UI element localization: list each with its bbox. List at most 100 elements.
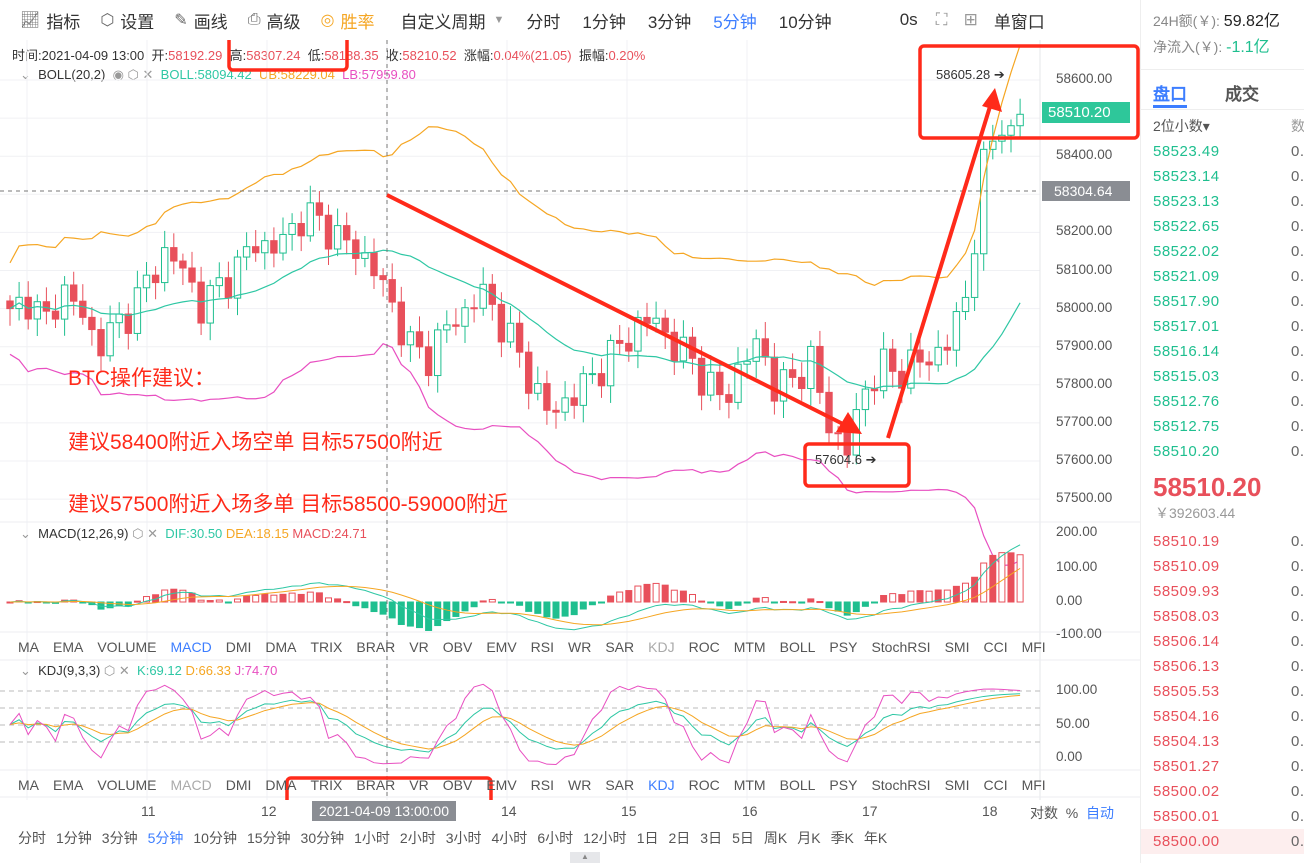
bid-row[interactable]: 58500.02 0. xyxy=(1141,779,1304,804)
indicator-tab-vr[interactable]: VR xyxy=(409,777,429,793)
settings-icon[interactable]: ⬡ xyxy=(103,663,116,678)
ask-row[interactable]: 58517.01 0. xyxy=(1141,314,1304,339)
indicator-tab-volume[interactable]: VOLUME xyxy=(97,777,157,793)
bid-row[interactable]: 58506.14 0. xyxy=(1141,629,1304,654)
bid-row[interactable]: 58501.27 0. xyxy=(1141,754,1304,779)
indicator-tab-boll[interactable]: BOLL xyxy=(779,639,816,655)
bottom-period-tab[interactable]: 30分钟 xyxy=(300,830,345,846)
indicator-tab-roc[interactable]: ROC xyxy=(688,777,720,793)
indicator-tab-smi[interactable]: SMI xyxy=(944,639,970,655)
fullscreen-icon[interactable]: ⛶ xyxy=(935,10,948,29)
ask-row[interactable]: 58522.65 0. xyxy=(1141,214,1304,239)
ask-row[interactable]: 58523.13 0. xyxy=(1141,189,1304,214)
indicator-tab-dma[interactable]: DMA xyxy=(265,639,297,655)
price-chart[interactable] xyxy=(0,40,1140,800)
indicator-tab-roc[interactable]: ROC xyxy=(688,639,720,655)
bid-row[interactable]: 58504.13 0. xyxy=(1141,729,1304,754)
ask-row[interactable]: 58516.14 0. xyxy=(1141,339,1304,364)
collapse-icon[interactable]: ⌄ xyxy=(20,663,31,678)
indicator-tab-wr[interactable]: WR xyxy=(568,777,592,793)
bid-row[interactable]: 58510.09 0. xyxy=(1141,554,1304,579)
bottom-period-tab[interactable]: 5日 xyxy=(732,830,754,846)
indicator-tab-boll[interactable]: BOLL xyxy=(779,777,816,793)
bottom-period-tab[interactable]: 周K xyxy=(763,830,788,846)
bottom-period-tab[interactable]: 3分钟 xyxy=(101,830,138,846)
indicator-tab-dmi[interactable]: DMI xyxy=(225,777,252,793)
indicator-tab-emv[interactable]: EMV xyxy=(486,639,517,655)
indicator-tab-wr[interactable]: WR xyxy=(568,639,592,655)
bottom-period-tab[interactable]: 4小时 xyxy=(491,830,528,846)
percent-toggle[interactable]: % xyxy=(1065,805,1079,821)
log-scale-toggle[interactable]: 对数 xyxy=(1030,805,1058,821)
indicator-tab-mtm[interactable]: MTM xyxy=(733,777,766,793)
bottom-period-tab[interactable]: 年K xyxy=(863,830,888,846)
bottom-period-tab[interactable]: 季K xyxy=(830,830,854,846)
ask-row[interactable]: 58523.49 0. xyxy=(1141,139,1304,164)
settings-icon[interactable]: ⬡ xyxy=(132,526,144,541)
indicator-tab-rsi[interactable]: RSI xyxy=(530,639,555,655)
indicator-tab-brar[interactable]: BRAR xyxy=(356,777,396,793)
advanced-button[interactable]: ⎙ 高级 xyxy=(248,8,301,33)
eye-icon[interactable]: ◉ xyxy=(112,67,124,82)
indicator-tab-smi[interactable]: SMI xyxy=(944,777,970,793)
refresh-interval[interactable]: 0s xyxy=(899,10,918,29)
bottom-period-tab[interactable]: 3小时 xyxy=(445,830,482,846)
indicator-tab-psy[interactable]: PSY xyxy=(829,777,858,793)
indicator-tab-ema[interactable]: EMA xyxy=(53,777,84,793)
bottom-period-tab[interactable]: 1日 xyxy=(636,830,659,846)
bottom-period-tab[interactable]: 3日 xyxy=(700,830,723,846)
bid-row[interactable]: 58500.00 0. xyxy=(1141,829,1304,854)
bid-row[interactable]: 58506.13 0. xyxy=(1141,654,1304,679)
bottom-period-tab[interactable]: 2日 xyxy=(668,830,691,846)
bid-row[interactable]: 58500.01 0. xyxy=(1141,804,1304,829)
ask-row[interactable]: 58515.03 0. xyxy=(1141,364,1304,389)
add-window-icon[interactable]: ⊞ xyxy=(963,10,978,29)
auto-scale-toggle[interactable]: 自动 xyxy=(1086,805,1115,821)
indicator-tab-macd[interactable]: MACD xyxy=(170,639,212,655)
close-icon[interactable]: ✕ xyxy=(142,67,154,82)
indicator-tab-volume[interactable]: VOLUME xyxy=(97,639,157,655)
bottom-period-tab[interactable]: 1小时 xyxy=(354,830,390,846)
indicator-tab-kdj[interactable]: KDJ xyxy=(648,777,675,793)
indicator-tab-sar[interactable]: SAR xyxy=(605,639,635,655)
close-icon[interactable]: ✕ xyxy=(147,526,158,541)
indicator-tab-kdj[interactable]: KDJ xyxy=(648,639,675,655)
collapse-handle[interactable]: ▲ xyxy=(570,852,600,863)
indicator-tab-ma[interactable]: MA xyxy=(18,639,39,655)
indicator-tab-brar[interactable]: BRAR xyxy=(356,639,396,655)
bottom-period-tab[interactable]: 15分钟 xyxy=(246,830,291,846)
indicator-tab-trix[interactable]: TRIX xyxy=(310,777,343,793)
collapse-icon[interactable]: ⌄ xyxy=(20,526,31,541)
winrate-button[interactable]: ◎ 胜率 xyxy=(321,8,375,33)
settings-button[interactable]: ⬡ 设置 xyxy=(100,8,154,33)
tab-orderbook[interactable]: 盘口 xyxy=(1153,80,1187,108)
indicator-tab-psy[interactable]: PSY xyxy=(829,639,858,655)
ask-row[interactable]: 58512.75 0. xyxy=(1141,414,1304,439)
indicator-tab-ma[interactable]: MA xyxy=(18,777,39,793)
indicator-tab-mfi[interactable]: MFI xyxy=(1021,777,1046,793)
bottom-period-tab[interactable]: 月K xyxy=(797,830,821,846)
indicator-tab-obv[interactable]: OBV xyxy=(442,639,473,655)
indicator-tab-obv[interactable]: OBV xyxy=(442,777,473,793)
window-mode-button[interactable]: 单窗口 xyxy=(993,12,1045,32)
indicator-tab-vr[interactable]: VR xyxy=(409,639,429,655)
indicator-tab-dmi[interactable]: DMI xyxy=(225,639,252,655)
indicator-tab-cci[interactable]: CCI xyxy=(983,777,1008,793)
settings-icon[interactable]: ⬡ xyxy=(127,67,139,82)
period-tab[interactable]: 1分钟 xyxy=(582,12,626,32)
bid-row[interactable]: 58508.03 0. xyxy=(1141,604,1304,629)
indicator-tab-trix[interactable]: TRIX xyxy=(310,639,343,655)
bottom-period-tab[interactable]: 10分钟 xyxy=(193,830,237,846)
indicator-tab-sar[interactable]: SAR xyxy=(605,777,635,793)
ask-row[interactable]: 58522.02 0. xyxy=(1141,239,1304,264)
bid-row[interactable]: 58510.19 0. xyxy=(1141,529,1304,554)
indicator-tab-cci[interactable]: CCI xyxy=(983,639,1008,655)
ask-row[interactable]: 58512.76 0. xyxy=(1141,389,1304,414)
bottom-period-tab[interactable]: 12小时 xyxy=(583,830,627,846)
bottom-period-tab[interactable]: 2小时 xyxy=(399,830,436,846)
period-tab-active[interactable]: 5分钟 xyxy=(713,12,757,32)
close-icon[interactable]: ✕ xyxy=(118,663,130,678)
period-tab[interactable]: 10分钟 xyxy=(778,12,832,32)
ask-row[interactable]: 58523.14 0. xyxy=(1141,164,1304,189)
indicator-tab-macd[interactable]: MACD xyxy=(170,777,212,793)
